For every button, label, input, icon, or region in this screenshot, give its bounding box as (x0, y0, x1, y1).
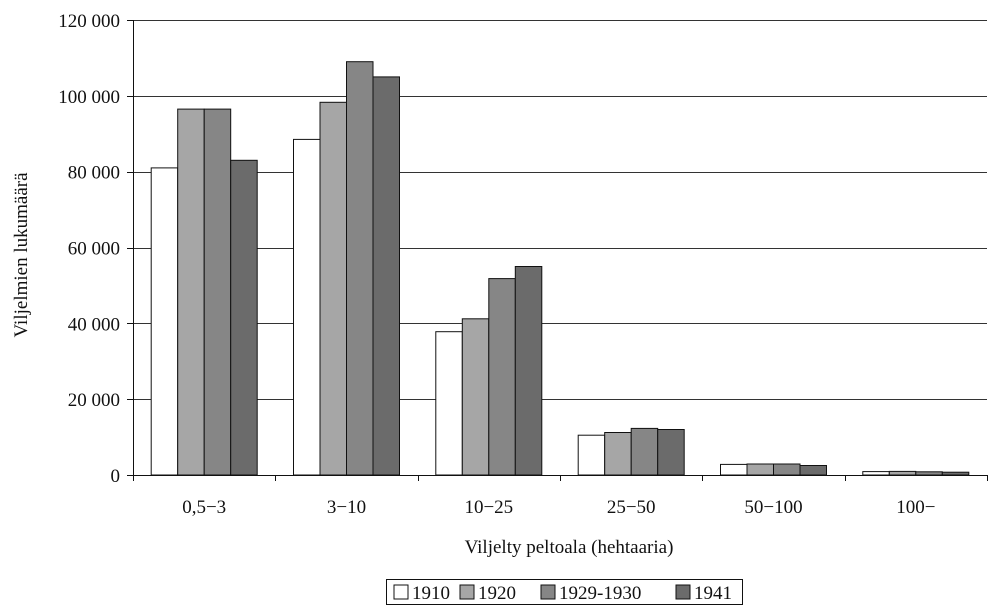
x-tick-label: 3−10 (327, 497, 366, 518)
x-tick-label: 10−25 (464, 497, 513, 518)
x-tick-label: 100− (896, 497, 935, 518)
bar (514, 266, 543, 476)
y-tick-label: 0 (111, 466, 121, 487)
legend-label: 1910 (412, 583, 450, 604)
y-tick-label: 20 000 (68, 390, 120, 411)
legend-swatch (393, 584, 409, 600)
bar (488, 278, 516, 476)
legend: 1910 1920 1929-1930 1941 (386, 579, 743, 605)
legend-swatch (675, 584, 691, 600)
x-tick-labels: 0,5−3 3−10 10−25 25−50 50−100 100− (182, 497, 935, 518)
y-tick-label: 40 000 (68, 314, 120, 335)
bars (150, 61, 970, 476)
y-tick-labels: 0 20 000 40 000 60 000 80 000 100 000 120 000 (58, 11, 120, 487)
bar (604, 432, 632, 476)
bar (319, 101, 347, 476)
bar (657, 429, 685, 476)
bar (799, 465, 827, 476)
bar (915, 471, 943, 476)
bar (888, 470, 917, 476)
bar (941, 471, 970, 476)
y-tick-label: 100 000 (58, 87, 120, 108)
x-tick-label: 50−100 (744, 497, 802, 518)
bar (435, 331, 463, 476)
bar (150, 167, 179, 476)
x-tick-label: 25−50 (607, 497, 656, 518)
legend-swatch (459, 584, 475, 600)
bar (577, 434, 606, 476)
legend-label: 1929-1930 (559, 583, 641, 604)
y-tick-label: 60 000 (68, 239, 120, 260)
y-tick-label: 120 000 (58, 11, 120, 32)
axes (127, 20, 988, 481)
legend-label: 1920 (478, 583, 516, 604)
bar (293, 138, 321, 476)
gridlines (133, 20, 987, 400)
bar (862, 471, 890, 476)
bar (746, 463, 774, 476)
y-axis-title: Viljelmien lukumäärä (11, 172, 32, 338)
x-tick-label: 0,5−3 (182, 497, 226, 518)
x-axis-title: Viljelty peltoala (hehtaaria) (465, 537, 674, 558)
bar (346, 61, 374, 476)
bar (230, 159, 258, 476)
legend-swatch (540, 584, 556, 600)
bar (177, 108, 205, 476)
y-tick-label: 80 000 (68, 163, 120, 184)
bar (720, 463, 748, 476)
bar (372, 76, 400, 476)
bar (461, 318, 490, 476)
bar (773, 463, 801, 476)
bar (630, 427, 659, 476)
bar (203, 108, 232, 476)
legend-label: 1941 (694, 583, 732, 604)
